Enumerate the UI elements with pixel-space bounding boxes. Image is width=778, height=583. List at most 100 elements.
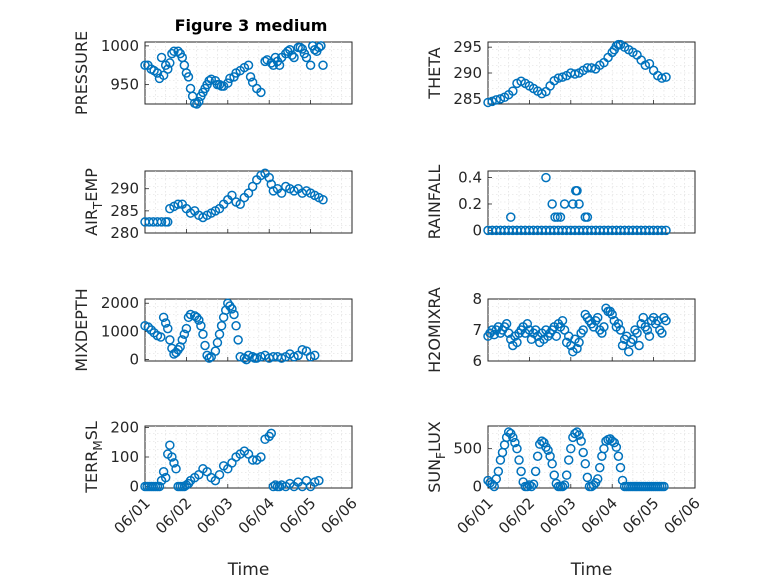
data-point: [165, 440, 175, 450]
x-tick-label: 06/02: [152, 494, 195, 537]
data-point: [243, 60, 254, 70]
data-point: [644, 331, 655, 341]
data-point: [582, 472, 593, 483]
data-point: [632, 328, 642, 338]
data-point: [260, 56, 270, 67]
data-point: [568, 199, 578, 209]
data-point: [173, 344, 183, 355]
data-point: [256, 87, 266, 98]
data-point: [252, 353, 262, 363]
x-axis-label-terr_msl: Time: [227, 560, 270, 580]
data-point: [592, 474, 603, 484]
data-point: [287, 50, 297, 60]
data-point: [216, 321, 227, 331]
data-point: [297, 344, 308, 355]
data-point: [659, 481, 669, 492]
x-tick-label: 06/06: [318, 494, 361, 537]
data-point: [609, 437, 620, 448]
data-point: [532, 451, 543, 461]
y-tick-label: 290: [453, 64, 482, 82]
y-axis-label-pressure: PRESSURE: [72, 31, 91, 115]
subplot-theta: 285 290 295 THETA: [425, 38, 696, 108]
y-axis-label-terr_msl: TERRMSL: [82, 421, 105, 494]
y-axis-label-mixdepth: MIXDEPTH: [72, 288, 91, 371]
data-point: [512, 443, 522, 454]
x-tick-label: 06/06: [661, 494, 704, 537]
figure-title: Figure 3 medium: [175, 16, 328, 35]
subplot-air_temp: 280 285 290 AIRTEMP: [82, 168, 353, 242]
data-point: [146, 325, 156, 335]
data-point: [227, 190, 237, 201]
data-point: [508, 432, 518, 443]
y-tick-label: 1000: [101, 37, 139, 55]
data-point: [305, 352, 316, 362]
data-point: [183, 72, 194, 82]
data-point: [163, 64, 173, 74]
data-point: [297, 44, 308, 54]
data-point: [289, 352, 299, 362]
data-point: [160, 318, 171, 328]
y-tick-label: 285: [110, 202, 139, 220]
y-tick-label: 100: [110, 448, 139, 466]
data-point: [615, 325, 626, 335]
data-point: [661, 315, 671, 326]
data-point: [305, 60, 316, 70]
data-point: [613, 451, 624, 461]
data-point: [574, 199, 584, 209]
y-axis-label-air_temp: AIRTEMP: [82, 168, 105, 236]
data-point: [154, 481, 165, 492]
data-point: [158, 467, 169, 477]
data-point: [276, 188, 287, 198]
data-point: [541, 172, 551, 183]
data-point: [644, 58, 655, 69]
data-point: [266, 428, 277, 439]
data-point: [171, 464, 181, 474]
data-point: [274, 481, 285, 492]
data-point: [561, 470, 572, 480]
y-tick-label: 8: [472, 290, 482, 308]
data-point: [539, 437, 549, 448]
data-point: [264, 172, 274, 183]
data-point: [582, 212, 593, 222]
data-point: [314, 42, 324, 53]
y-tick-label: 285: [453, 90, 482, 108]
data-point: [156, 217, 167, 227]
data-point: [549, 470, 559, 480]
y-axis-label-rainfall: RAINFALL: [425, 165, 444, 240]
data-point: [289, 52, 299, 63]
data-point: [522, 319, 533, 329]
data-point: [516, 466, 526, 477]
data-point: [592, 312, 603, 323]
data-point: [245, 72, 256, 82]
data-point: [640, 60, 651, 70]
data-point: [491, 95, 502, 105]
data-point: [617, 340, 628, 351]
data-point: [152, 68, 163, 78]
data-point: [522, 481, 533, 492]
x-tick-label: 06/01: [111, 494, 154, 537]
data-point: [572, 343, 582, 354]
data-point: [563, 455, 574, 465]
data-point: [483, 97, 493, 108]
data-point: [316, 41, 326, 51]
data-point: [557, 315, 568, 326]
data-point: [177, 335, 188, 345]
data-point: [214, 469, 225, 480]
data-point: [576, 436, 586, 446]
data-point: [276, 353, 287, 363]
data-point: [512, 337, 522, 348]
data-point: [595, 462, 605, 473]
data-point: [574, 430, 584, 440]
data-point: [204, 76, 214, 86]
data-point: [493, 466, 504, 477]
data-point: [506, 212, 516, 222]
data-point: [578, 325, 588, 335]
data-point: [572, 186, 582, 196]
data-point: [501, 319, 512, 329]
data-point: [233, 335, 243, 345]
data-point: [657, 328, 667, 338]
subplot-pressure: 950 1000 PRESSURE: [72, 31, 353, 115]
data-point: [202, 350, 212, 361]
